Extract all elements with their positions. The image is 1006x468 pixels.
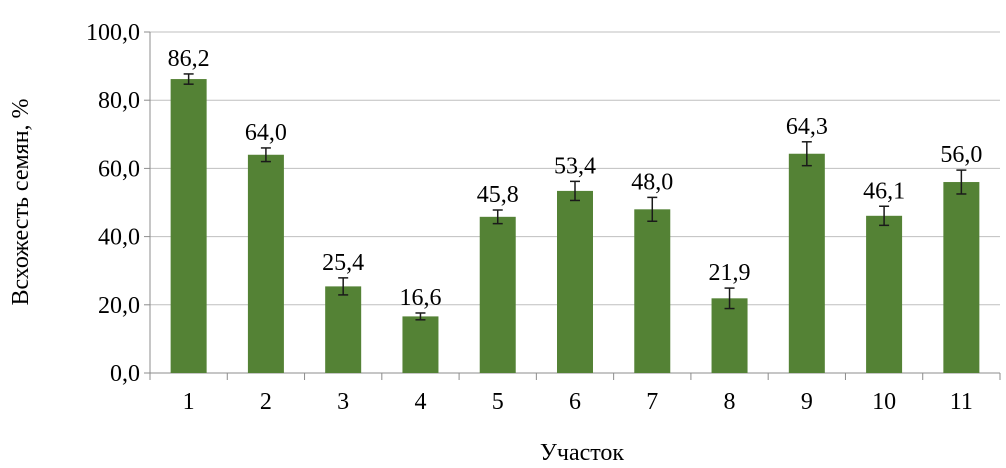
bar (247, 154, 284, 373)
bar (479, 216, 516, 373)
y-tick-label: 40,0 (98, 225, 140, 251)
y-tick-label: 80,0 (98, 88, 140, 114)
y-axis-title: Всхожесть семян, % (8, 98, 34, 305)
x-tick-label: 9 (801, 389, 813, 415)
x-tick-label: 3 (337, 389, 349, 415)
bar (866, 215, 903, 373)
x-tick-label: 5 (492, 389, 504, 415)
bar (402, 316, 439, 373)
bar (788, 153, 825, 373)
x-tick-label: 10 (872, 389, 896, 415)
data-label: 46,1 (863, 178, 905, 204)
data-label: 64,0 (245, 120, 287, 146)
bar (325, 286, 362, 373)
x-tick-label: 6 (569, 389, 581, 415)
data-label: 48,0 (631, 169, 673, 195)
data-label: 53,4 (554, 153, 596, 179)
data-label: 25,4 (322, 250, 364, 276)
data-label: 56,0 (940, 142, 982, 168)
x-axis-title: Участок (540, 440, 625, 466)
x-tick-label: 7 (646, 389, 658, 415)
x-tick-label: 2 (260, 389, 272, 415)
x-tick-label: 8 (724, 389, 736, 415)
bar (711, 298, 748, 373)
bar (634, 209, 671, 373)
bars (170, 73, 980, 374)
y-tick-label: 0,0 (110, 361, 140, 387)
data-label: 45,8 (477, 182, 519, 208)
data-label: 21,9 (709, 260, 751, 286)
data-label: 86,2 (168, 46, 210, 72)
bar (943, 182, 980, 373)
x-tick-label: 11 (950, 389, 973, 415)
y-tick-label: 20,0 (98, 293, 140, 319)
bar (170, 79, 207, 374)
gridlines (150, 31, 1000, 306)
bar (557, 190, 593, 373)
labels: 0,0 20,0 40,0 60,0 80,0 100,0 86,2 1 64,0 2 25,4 3 1… (86, 20, 982, 415)
data-label: 64,3 (786, 114, 828, 140)
y-tick-label: 100,0 (86, 20, 140, 46)
x-tick-label: 4 (414, 389, 426, 415)
x-tick-label: 1 (183, 389, 195, 415)
data-label: 16,6 (399, 285, 441, 311)
y-tick-label: 60,0 (98, 156, 140, 182)
